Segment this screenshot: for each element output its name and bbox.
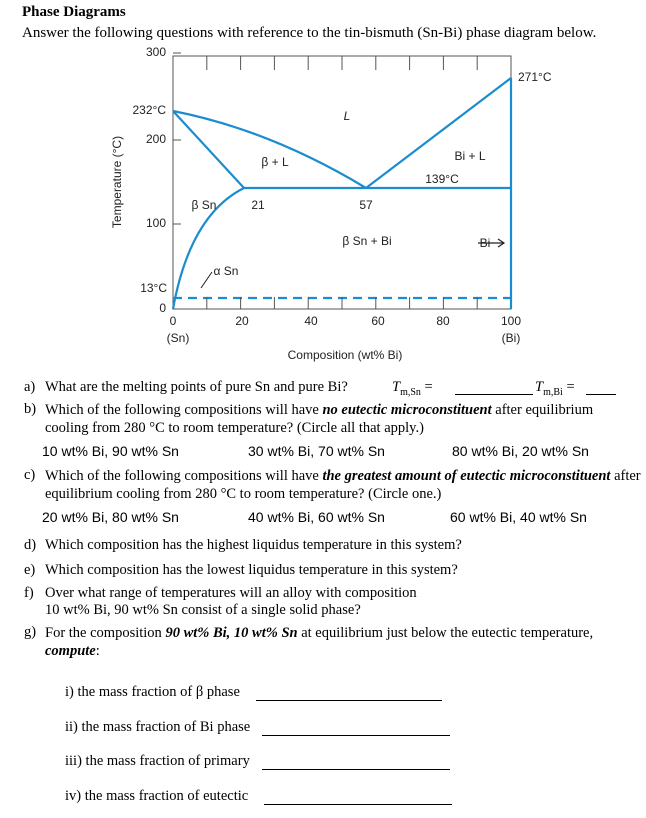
blank: [262, 721, 450, 736]
equals: =: [566, 379, 575, 395]
q-text: Which composition has the lowest liquidu…: [45, 562, 458, 578]
blank: [455, 380, 533, 395]
choice[interactable]: 30 wt% Bi, 70 wt% Sn: [248, 443, 385, 459]
x-tick-label: 100: [501, 314, 521, 328]
annotation: Bi: [480, 236, 491, 250]
annotation: 13°C: [140, 281, 167, 295]
pointer: [200, 271, 213, 289]
sub-item: ii) the mass fraction of Bi phase: [65, 719, 251, 735]
q-text: What are the melting points of pure Sn a…: [45, 379, 348, 395]
x-end-label: (Bi): [502, 331, 521, 345]
choice[interactable]: 40 wt% Bi, 60 wt% Sn: [248, 509, 385, 525]
x-tick-label: 60: [371, 314, 385, 328]
choice[interactable]: 60 wt% Bi, 40 wt% Sn: [450, 509, 587, 525]
liquidus-sn: [172, 109, 367, 189]
sub-item: i) the mass fraction of β phase: [65, 684, 240, 700]
blank: [256, 686, 442, 701]
annotation: 232°C: [133, 103, 167, 117]
emphasis: no eutectic microconstituent: [322, 402, 492, 418]
blank: [586, 380, 616, 395]
annotation: β Sn: [192, 198, 217, 212]
annotation: 21: [251, 198, 265, 212]
text: For the composition: [45, 625, 162, 641]
text: after equilibrium cooling from 280 °C to…: [45, 468, 641, 502]
answer-symbol: Tm,Sn =: [392, 379, 433, 398]
q-label: g): [24, 624, 37, 640]
text: :: [95, 643, 100, 659]
choice[interactable]: 10 wt% Bi, 90 wt% Sn: [42, 443, 179, 459]
equals: =: [424, 379, 433, 395]
text: Which of the following compositions will…: [45, 402, 319, 418]
y-tick-label: 100: [146, 216, 166, 230]
intro: Answer the following questions with refe…: [22, 25, 597, 41]
annotation: 57: [359, 198, 373, 212]
annotation: α Sn: [214, 264, 239, 278]
y-axis-label: Temperature (°C): [110, 136, 124, 228]
x-end-label: (Sn): [167, 331, 190, 345]
sub-item: iv) the mass fraction of eutectic: [65, 788, 249, 804]
q-label: a): [24, 379, 36, 395]
q-text: 10 wt% Bi, 90 wt% Sn consist of a single…: [45, 602, 361, 618]
blank: [262, 755, 450, 770]
text: after equilibrium cooling from 280 °C to…: [45, 402, 594, 436]
answer-symbol: Tm,Bi =: [535, 379, 575, 398]
text: Which of the following compositions will…: [45, 468, 319, 484]
choice[interactable]: 80 wt% Bi, 20 wt% Sn: [452, 443, 589, 459]
x-axis-label: Composition (wt% Bi): [288, 348, 403, 362]
x-tick-label: 20: [235, 314, 249, 328]
y-tick-label: 0: [159, 301, 166, 315]
x-tick-label: 40: [304, 314, 318, 328]
x-tick-label: 0: [170, 314, 177, 328]
q-text: Over what range of temperatures will an …: [45, 585, 417, 601]
solidus-sn: [172, 110, 245, 189]
y-tick-label: 300: [146, 45, 166, 59]
emphasis: compute: [45, 643, 96, 659]
annotation: Bi + L: [454, 149, 485, 163]
phase-diagram: 0 100 200 300 0 20 40 60 80 100 (Sn) (Bi) Compositio…: [110, 45, 552, 362]
q-label: c): [24, 467, 36, 483]
annotation: 271°C: [518, 70, 552, 84]
liquidus-bi: [365, 77, 512, 189]
q-text: For the composition 90 wt% Bi, 10 wt% Sn…: [45, 624, 625, 660]
symbol: T: [392, 379, 401, 395]
q-text: Which of the following compositions will…: [45, 401, 637, 437]
annotation: L: [344, 109, 351, 123]
annotation: 139°C: [425, 172, 459, 186]
annotation: β + L: [261, 155, 289, 169]
q-text: Which composition has the highest liquid…: [45, 537, 462, 553]
q-text: Which of the following compositions will…: [45, 467, 643, 503]
title: Phase Diagrams: [22, 4, 126, 20]
q-label: b): [24, 401, 37, 417]
text: at equilibrium just below the eutectic t…: [301, 625, 594, 641]
annotation: β Sn + Bi: [342, 234, 391, 248]
arrow: [478, 238, 506, 248]
blank: [264, 790, 452, 805]
x-tick-label: 80: [436, 314, 450, 328]
subscript: m,Bi: [543, 386, 563, 398]
choice[interactable]: 20 wt% Bi, 80 wt% Sn: [42, 509, 179, 525]
sub-item: iii) the mass fraction of primary: [65, 753, 250, 769]
solvus: [171, 187, 245, 310]
y-tick-label: 200: [146, 132, 166, 146]
subscript: m,Sn: [400, 386, 421, 398]
q-label: f): [24, 585, 34, 601]
emphasis: the greatest amount of eutectic microcon…: [322, 468, 611, 484]
symbol: T: [535, 379, 544, 395]
q-label: e): [24, 562, 36, 578]
emphasis: 90 wt% Bi, 10 wt% Sn: [165, 625, 298, 641]
q-label: d): [24, 537, 37, 553]
